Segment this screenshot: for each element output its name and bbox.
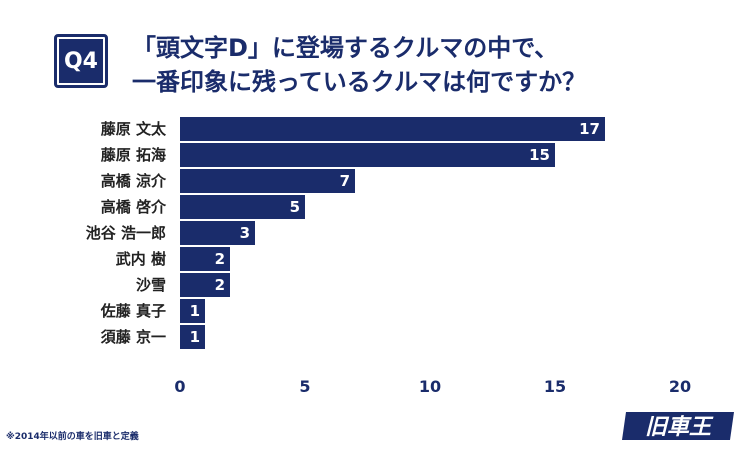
bar	[180, 273, 230, 297]
category-label: 池谷 浩一郎	[86, 224, 166, 242]
data-label: 5	[290, 198, 300, 216]
category-label: 高橋 啓介	[101, 198, 167, 216]
data-label: 1	[190, 328, 200, 346]
data-label: 17	[579, 120, 600, 138]
title-line-1: 「頭文字D」に登場するクルマの中で、	[132, 34, 559, 62]
x-tick-label: 5	[299, 377, 310, 396]
x-tick-label: 15	[544, 377, 566, 396]
question-badge: Q4	[54, 34, 108, 88]
category-label: 沙雪	[136, 276, 166, 294]
bar	[180, 143, 555, 167]
data-label: 3	[240, 224, 250, 242]
bar	[180, 299, 205, 323]
logo-text: 旧車王	[645, 415, 714, 440]
brand-logo: 旧車王	[622, 412, 734, 440]
bar	[180, 325, 205, 349]
x-tick-label: 20	[669, 377, 691, 396]
x-axis-ticks: 0 5 10 15 20	[174, 377, 691, 396]
bar	[180, 169, 355, 193]
category-label: 高橋 涼介	[101, 172, 167, 190]
category-label: 藤原 拓海	[101, 146, 166, 164]
data-label: 7	[340, 172, 350, 190]
category-label: 佐藤 真子	[100, 302, 166, 320]
data-label: 15	[529, 146, 550, 164]
x-tick-label: 0	[174, 377, 185, 396]
bar	[180, 247, 230, 271]
data-label: 2	[215, 250, 225, 268]
bar	[180, 195, 305, 219]
title-line-2: 一番印象に残っているクルマは何ですか？	[132, 68, 587, 96]
x-tick-label: 10	[419, 377, 441, 396]
data-label: 2	[215, 276, 225, 294]
footnote: ※2014年以前の車を旧車と定義	[6, 432, 139, 442]
chart-title: 「頭文字D」に登場するクルマの中で、 一番印象に残っているクルマは何ですか？	[132, 31, 732, 99]
bar	[180, 117, 605, 141]
category-label: 藤原 文太	[101, 120, 167, 138]
category-label: 武内 樹	[116, 250, 166, 268]
data-label: 1	[190, 302, 200, 320]
bar	[180, 221, 255, 245]
question-number: Q4	[59, 39, 103, 83]
category-label: 須藤 京一	[100, 328, 166, 346]
